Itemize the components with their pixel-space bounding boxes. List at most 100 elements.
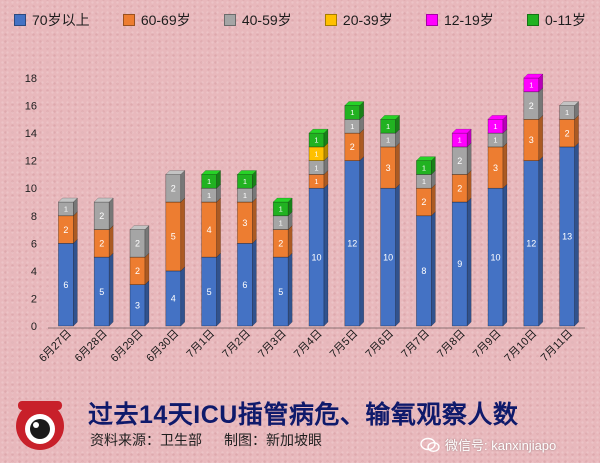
bar-segment-side (252, 197, 257, 244)
bar-value-label: 1 (386, 122, 390, 131)
legend-swatch (122, 14, 135, 26)
bar-value-label: 1 (314, 149, 318, 158)
bar-value-label: 1 (565, 108, 569, 117)
bar-segment-top (272, 197, 293, 203)
bar-value-label: 2 (350, 142, 355, 152)
bar-segment: 3 (523, 114, 544, 162)
bar-segment-top (451, 128, 472, 134)
x-tick-label: 6月30日 (144, 328, 181, 365)
y-tick-label: 18 (25, 73, 37, 85)
bar-value-label: 1 (207, 191, 211, 200)
bar-segment-side (538, 73, 544, 93)
bar-segment: 1 (344, 100, 365, 120)
bar-segment-side (180, 266, 186, 327)
bar-segment-side (538, 87, 544, 120)
x-tick-label: 7月5日 (328, 328, 361, 361)
data-source: 资料来源：卫生部 (90, 432, 202, 448)
legend-item-70plus: 70岁以上 (14, 10, 90, 30)
x-tick-label: 7月7日 (399, 328, 432, 361)
y-tick-label: 4 (31, 266, 37, 278)
bar-value-label: 1 (422, 177, 426, 186)
bar-segment-side (323, 183, 329, 327)
bar-segment-top (308, 128, 329, 134)
bar-segment: 1 (379, 114, 401, 134)
legend-label: 12-19岁 (443, 12, 494, 28)
bar-segment-side (180, 169, 186, 203)
bar-value-label: 2 (171, 183, 176, 193)
x-tick-label: 7月2日 (220, 328, 253, 361)
x-tick-label: 6月28日 (73, 328, 110, 365)
bar-segment: 10 (308, 183, 329, 327)
legend-label: 70岁以上 (32, 12, 90, 28)
bar-segment-side (180, 197, 186, 272)
bar-value-label: 1 (350, 108, 354, 117)
bar-segment-side (574, 142, 579, 327)
y-tick-label: 2 (31, 293, 37, 305)
bar-value-label: 1 (314, 177, 318, 186)
bar-segment-side (538, 156, 544, 327)
bar-segment-top (344, 101, 365, 106)
bar-segment: 3 (129, 280, 150, 327)
bar-segment: 1 (523, 73, 544, 93)
bar-value-label: 5 (278, 287, 283, 297)
bar-segment-side (359, 128, 365, 162)
bar-segment-top (487, 115, 508, 120)
bar-value-label: 9 (457, 259, 462, 269)
bar-value-label: 10 (311, 252, 321, 262)
bar-segment-side (466, 197, 472, 327)
bar-segment: 1 (558, 100, 580, 120)
chart-credit: 制图：新加坡眼 (224, 432, 322, 448)
bar-segment-side (431, 183, 436, 217)
bar-value-label: 1 (243, 191, 247, 200)
legend-swatch (14, 14, 26, 26)
y-tick-label: 16 (25, 101, 37, 113)
legend-item-12-19: 12-19岁 (425, 10, 494, 30)
bar-value-label: 10 (383, 252, 393, 262)
bar-segment: 8 (415, 211, 437, 327)
bar-value-label: 2 (135, 239, 140, 249)
bar-segment-side (431, 211, 436, 327)
bar-segment-top (129, 225, 150, 230)
bar-segment-side (466, 169, 472, 203)
bar-segment: 1 (272, 197, 293, 217)
bar-segment-top (415, 156, 437, 161)
bar-segment-top (93, 197, 114, 203)
bar-value-label: 3 (242, 218, 247, 228)
bar-segment-side (466, 142, 472, 176)
bar-segment-top (558, 101, 580, 106)
bar-value-label: 4 (207, 225, 212, 235)
bar-segment: 12 (523, 156, 544, 327)
bar-segment-side (108, 252, 114, 327)
bar-value-label: 2 (457, 156, 462, 166)
x-tick-label: 6月27日 (37, 328, 74, 365)
bar-segment-side (252, 238, 257, 327)
wechat-watermark: 微信号: kanxinjiapo (420, 435, 556, 454)
bar-segment-side (287, 252, 293, 327)
legend-item-0-11: 0-11岁 (527, 10, 586, 30)
bar-value-label: 2 (99, 239, 104, 249)
bar-value-label: 6 (242, 280, 247, 290)
x-tick-label: 7月4日 (292, 328, 325, 361)
chart-legend: 70岁以上 60-69岁 40-59岁 20-39岁 12-19岁 0-11岁 (14, 10, 586, 30)
legend-label: 60-69岁 (140, 12, 191, 28)
bar-value-label: 1 (279, 218, 283, 227)
bar-segment-side (216, 197, 221, 258)
bar-segment-side (395, 183, 400, 327)
bar-segment: 2 (451, 142, 472, 176)
bar-segment: 10 (487, 183, 508, 327)
bar-segment: 6 (57, 238, 79, 327)
bar-segment-side (108, 224, 114, 258)
bar-segment: 2 (165, 169, 186, 203)
bar-segment: 2 (129, 252, 150, 286)
bar-segment: 2 (272, 224, 293, 258)
bar-segment: 2 (451, 169, 472, 203)
bar-segment: 9 (451, 197, 472, 327)
bar-value-label: 2 (63, 225, 68, 235)
bar-segment-top (57, 197, 79, 203)
bar-segment: 12 (344, 156, 365, 327)
bar-segment-top (200, 170, 222, 175)
bar-value-label: 2 (457, 183, 462, 193)
bar-segment: 1 (236, 169, 258, 189)
bar-segment-side (73, 238, 78, 327)
bar-segment-top (165, 170, 186, 175)
